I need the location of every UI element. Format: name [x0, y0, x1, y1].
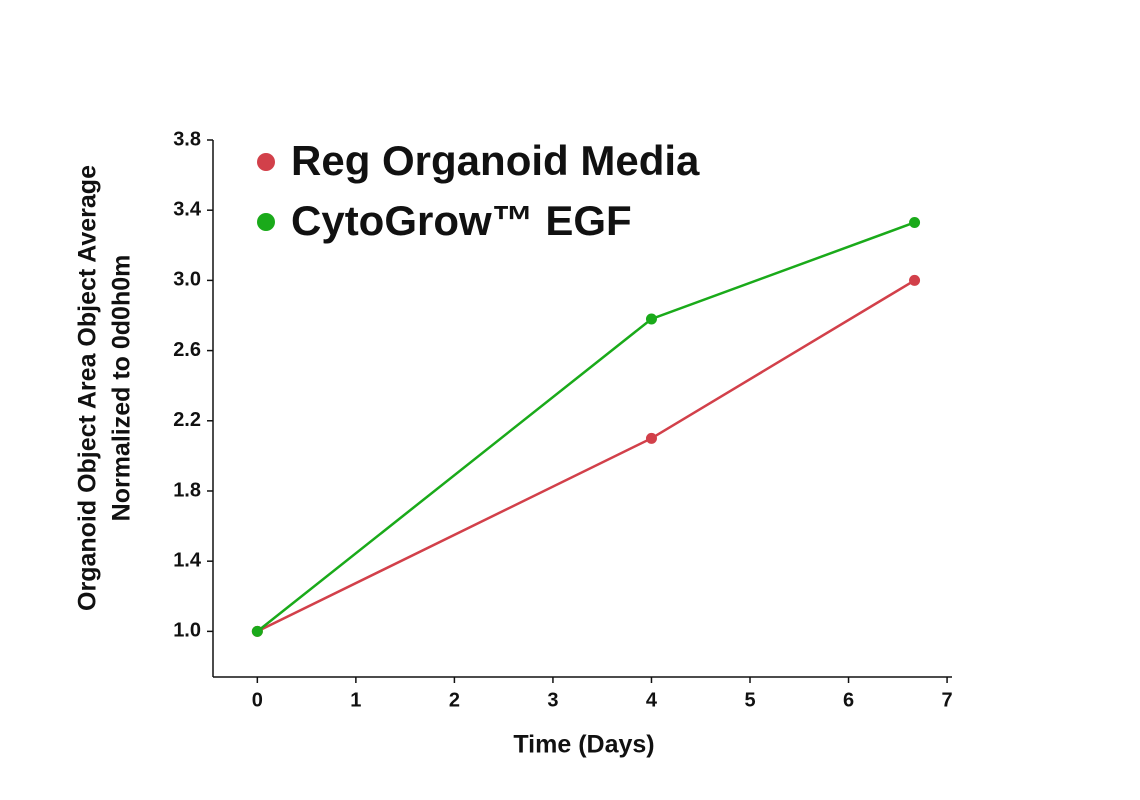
x-tick-label: 6	[843, 689, 854, 711]
x-axis-title: Time (Days)	[513, 731, 654, 759]
x-tick-label: 2	[449, 689, 460, 711]
y-tick-label: 2.2	[173, 409, 201, 431]
legend-label: CytoGrow™ EGF	[291, 197, 632, 244]
x-tick-label: 7	[942, 689, 953, 711]
y-tick-label: 2.6	[173, 339, 201, 361]
x-tick-label: 4	[646, 689, 658, 711]
x-tick-label: 5	[744, 689, 755, 711]
y-tick-label: 3.8	[173, 128, 201, 150]
legend-marker	[257, 153, 275, 171]
y-tick-label: 1.8	[173, 479, 201, 501]
y-axis-title-line: Normalized to 0d0h0m	[108, 255, 136, 522]
x-tick-label: 1	[350, 689, 361, 711]
y-tick-label: 1.4	[173, 549, 202, 571]
data-point	[645, 313, 657, 325]
x-tick-label: 0	[252, 689, 263, 711]
legend-marker	[257, 213, 275, 231]
y-tick-label: 3.4	[173, 198, 202, 220]
series-line	[256, 221, 915, 633]
legend-label: Reg Organoid Media	[291, 137, 700, 184]
x-tick-label: 3	[547, 689, 558, 711]
y-axis-title: Organoid Object Area Object Average Norm…	[74, 165, 136, 611]
data-point	[909, 274, 921, 286]
y-tick-label: 3.0	[173, 269, 201, 291]
data-point	[909, 216, 921, 228]
series-line	[256, 279, 916, 633]
data-point	[645, 432, 657, 444]
data-point	[251, 625, 263, 637]
y-axis-title-line: Organoid Object Area Object Average	[74, 165, 102, 611]
y-tick-label: 1.0	[173, 620, 201, 642]
